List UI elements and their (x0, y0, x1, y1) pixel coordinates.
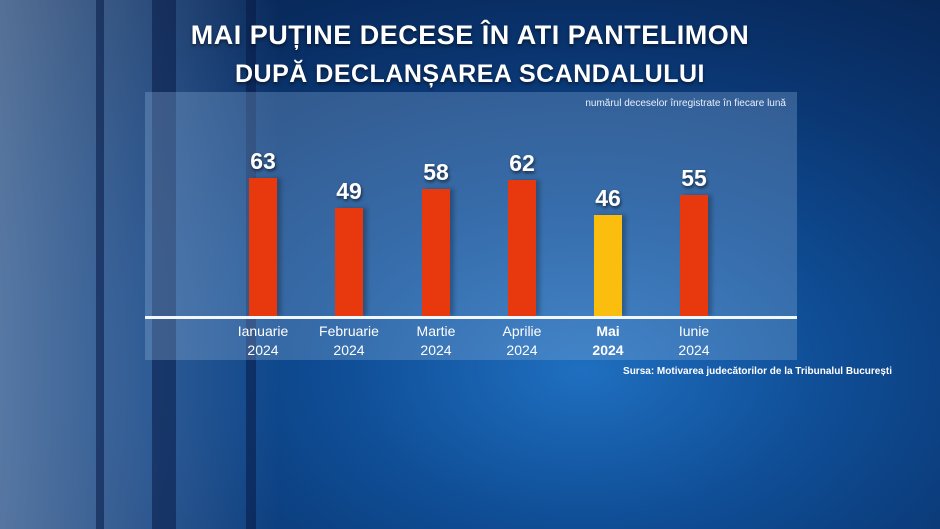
data-label-2: 58 (423, 158, 449, 185)
chart-subtitle: DUPĂ DECLANȘAREA SCANDALULUI (234, 60, 706, 88)
background-stripe (152, 0, 176, 529)
category-label-4: Mai 2024 (592, 323, 624, 358)
source-note: Sursa: Motivarea judecătorilor de la Tri… (623, 366, 892, 377)
data-label-5: 55 (681, 165, 707, 192)
chart-baseline (145, 316, 797, 319)
data-label-0: 63 (250, 147, 276, 174)
bar-1 (335, 208, 363, 316)
bar-2 (422, 188, 450, 316)
bar-0 (249, 177, 277, 316)
data-label-4: 46 (595, 185, 621, 212)
bar-4 (594, 215, 622, 316)
chart-note: numărul deceselor înregistrate în fiecar… (585, 98, 786, 109)
category-label-3: Aprilie 2024 (502, 323, 542, 358)
category-label-1: Februarie 2024 (319, 323, 379, 358)
background-left-photo (0, 0, 280, 529)
data-label-1: 49 (336, 178, 362, 205)
bar-3 (508, 179, 536, 316)
category-label-2: Martie 2024 (416, 323, 456, 358)
category-label-0: Ianuarie 2024 (237, 323, 289, 358)
data-label-3: 62 (509, 149, 535, 176)
chart-title: MAI PUȚINE DECESE ÎN ATI PANTELIMON (190, 20, 750, 50)
background-stripe (96, 0, 104, 529)
category-label-5: Iunie 2024 (678, 323, 710, 358)
bar-5 (680, 195, 708, 316)
